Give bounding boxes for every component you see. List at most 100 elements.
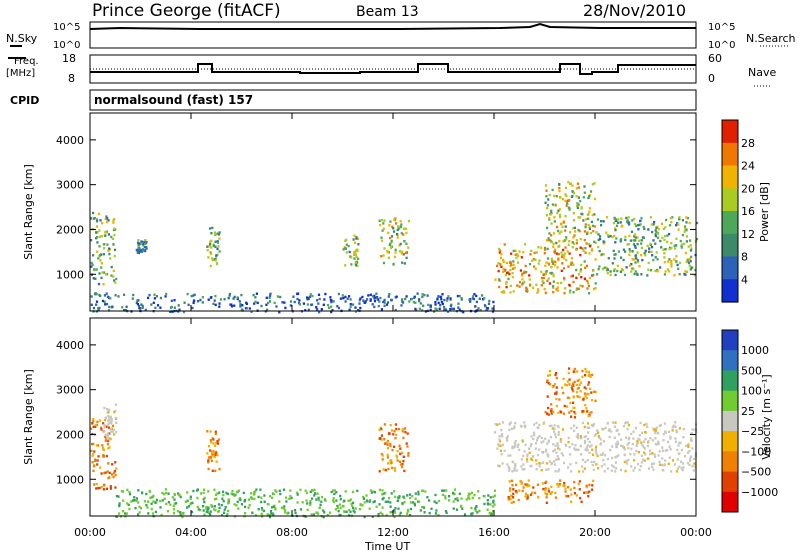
echo-cell — [390, 239, 393, 243]
echo-cell — [602, 440, 605, 443]
echo-cell — [443, 298, 446, 302]
echo-cell — [524, 243, 527, 246]
echo-cell — [289, 489, 292, 492]
echo-cell — [667, 462, 670, 465]
echo-cell — [215, 497, 218, 500]
echo-cell — [283, 509, 287, 512]
echo-cell — [546, 279, 549, 283]
echo-cell — [317, 499, 320, 502]
echo-cell — [539, 462, 542, 465]
echo-cell — [633, 222, 637, 226]
echo-cell — [659, 266, 662, 269]
echo-cell — [401, 430, 404, 433]
echo-cell — [652, 223, 655, 226]
echo-cell — [457, 302, 460, 305]
echo-cell — [179, 495, 182, 499]
echo-cell — [557, 470, 560, 473]
echo-cell — [654, 431, 657, 435]
echo-cell — [654, 242, 657, 245]
echo-cell — [627, 438, 630, 441]
echo-cell — [662, 248, 665, 251]
echo-cell — [93, 450, 96, 453]
echo-cell — [402, 227, 406, 231]
echo-cell — [348, 508, 351, 512]
echo-cell — [525, 288, 529, 291]
echo-cell — [560, 230, 563, 233]
echo-cell — [251, 511, 254, 515]
echo-cell — [435, 308, 438, 311]
echo-cell — [544, 410, 547, 414]
echo-cell — [370, 491, 373, 494]
colorbar-tick-label: 25 — [741, 405, 755, 418]
nsearch-label: N.Search — [746, 32, 796, 45]
echo-cell — [649, 452, 652, 456]
echo-cell — [150, 303, 153, 306]
echo-cell — [686, 258, 689, 261]
echo-cell — [669, 217, 672, 220]
echo-cell — [557, 229, 560, 233]
echo-cell — [689, 459, 692, 462]
echo-cell — [474, 305, 477, 308]
echo-cell — [585, 370, 588, 373]
echo-cell — [567, 466, 570, 469]
echo-cell — [647, 228, 650, 231]
echo-cell — [564, 287, 567, 290]
echo-cell — [486, 508, 489, 511]
echo-cell — [402, 253, 405, 256]
echo-cell — [669, 437, 672, 440]
echo-cell — [140, 250, 143, 253]
echo-cell — [554, 248, 557, 251]
echo-cell — [315, 306, 318, 309]
echo-cell — [606, 422, 609, 425]
echo-cell — [164, 488, 167, 491]
echo-cell — [533, 265, 536, 268]
echo-cell — [354, 249, 357, 252]
echo-cell — [216, 253, 219, 256]
echo-cell — [196, 505, 199, 509]
echo-cell — [132, 499, 135, 502]
echo-cell — [207, 298, 210, 301]
echo-cell — [523, 425, 527, 429]
echo-cell — [421, 505, 424, 509]
colorbar-tick-label: 100 — [741, 385, 762, 398]
echo-cell — [641, 258, 644, 262]
echo-cell — [399, 242, 402, 246]
echo-cell — [546, 412, 549, 415]
echo-cell — [566, 202, 569, 205]
echo-cell — [391, 225, 394, 228]
colorbar-swatch — [722, 370, 738, 392]
echo-cell — [573, 226, 577, 230]
echo-cell — [479, 309, 482, 312]
echo-cell — [306, 303, 309, 306]
echo-cell — [105, 437, 108, 440]
echo-cell — [107, 414, 110, 418]
echo-cell — [570, 195, 573, 199]
echo-cell — [230, 305, 233, 308]
echo-cell — [602, 242, 605, 245]
echo-cell — [568, 411, 571, 414]
echo-cell — [584, 251, 587, 254]
echo-cell — [526, 485, 529, 488]
echo-cell — [597, 245, 600, 249]
echo-cell — [335, 491, 338, 494]
echo-cell — [509, 421, 512, 424]
echo-cell — [96, 236, 99, 239]
echo-cell — [540, 436, 543, 440]
echo-cell — [596, 429, 599, 432]
echo-cell — [239, 498, 242, 502]
echo-cell — [386, 441, 389, 444]
echo-cell — [221, 497, 224, 500]
echo-cell — [500, 444, 503, 447]
echo-cell — [269, 292, 272, 296]
echo-cell — [597, 238, 600, 242]
echo-cell — [508, 480, 511, 483]
echo-cell — [441, 293, 444, 296]
echo-cell — [434, 300, 437, 304]
echo-cell — [586, 287, 589, 290]
echo-cell — [674, 437, 677, 440]
echo-cell — [172, 504, 175, 508]
echo-cell — [633, 459, 636, 462]
echo-cell — [331, 309, 334, 312]
echo-cell — [152, 301, 155, 304]
